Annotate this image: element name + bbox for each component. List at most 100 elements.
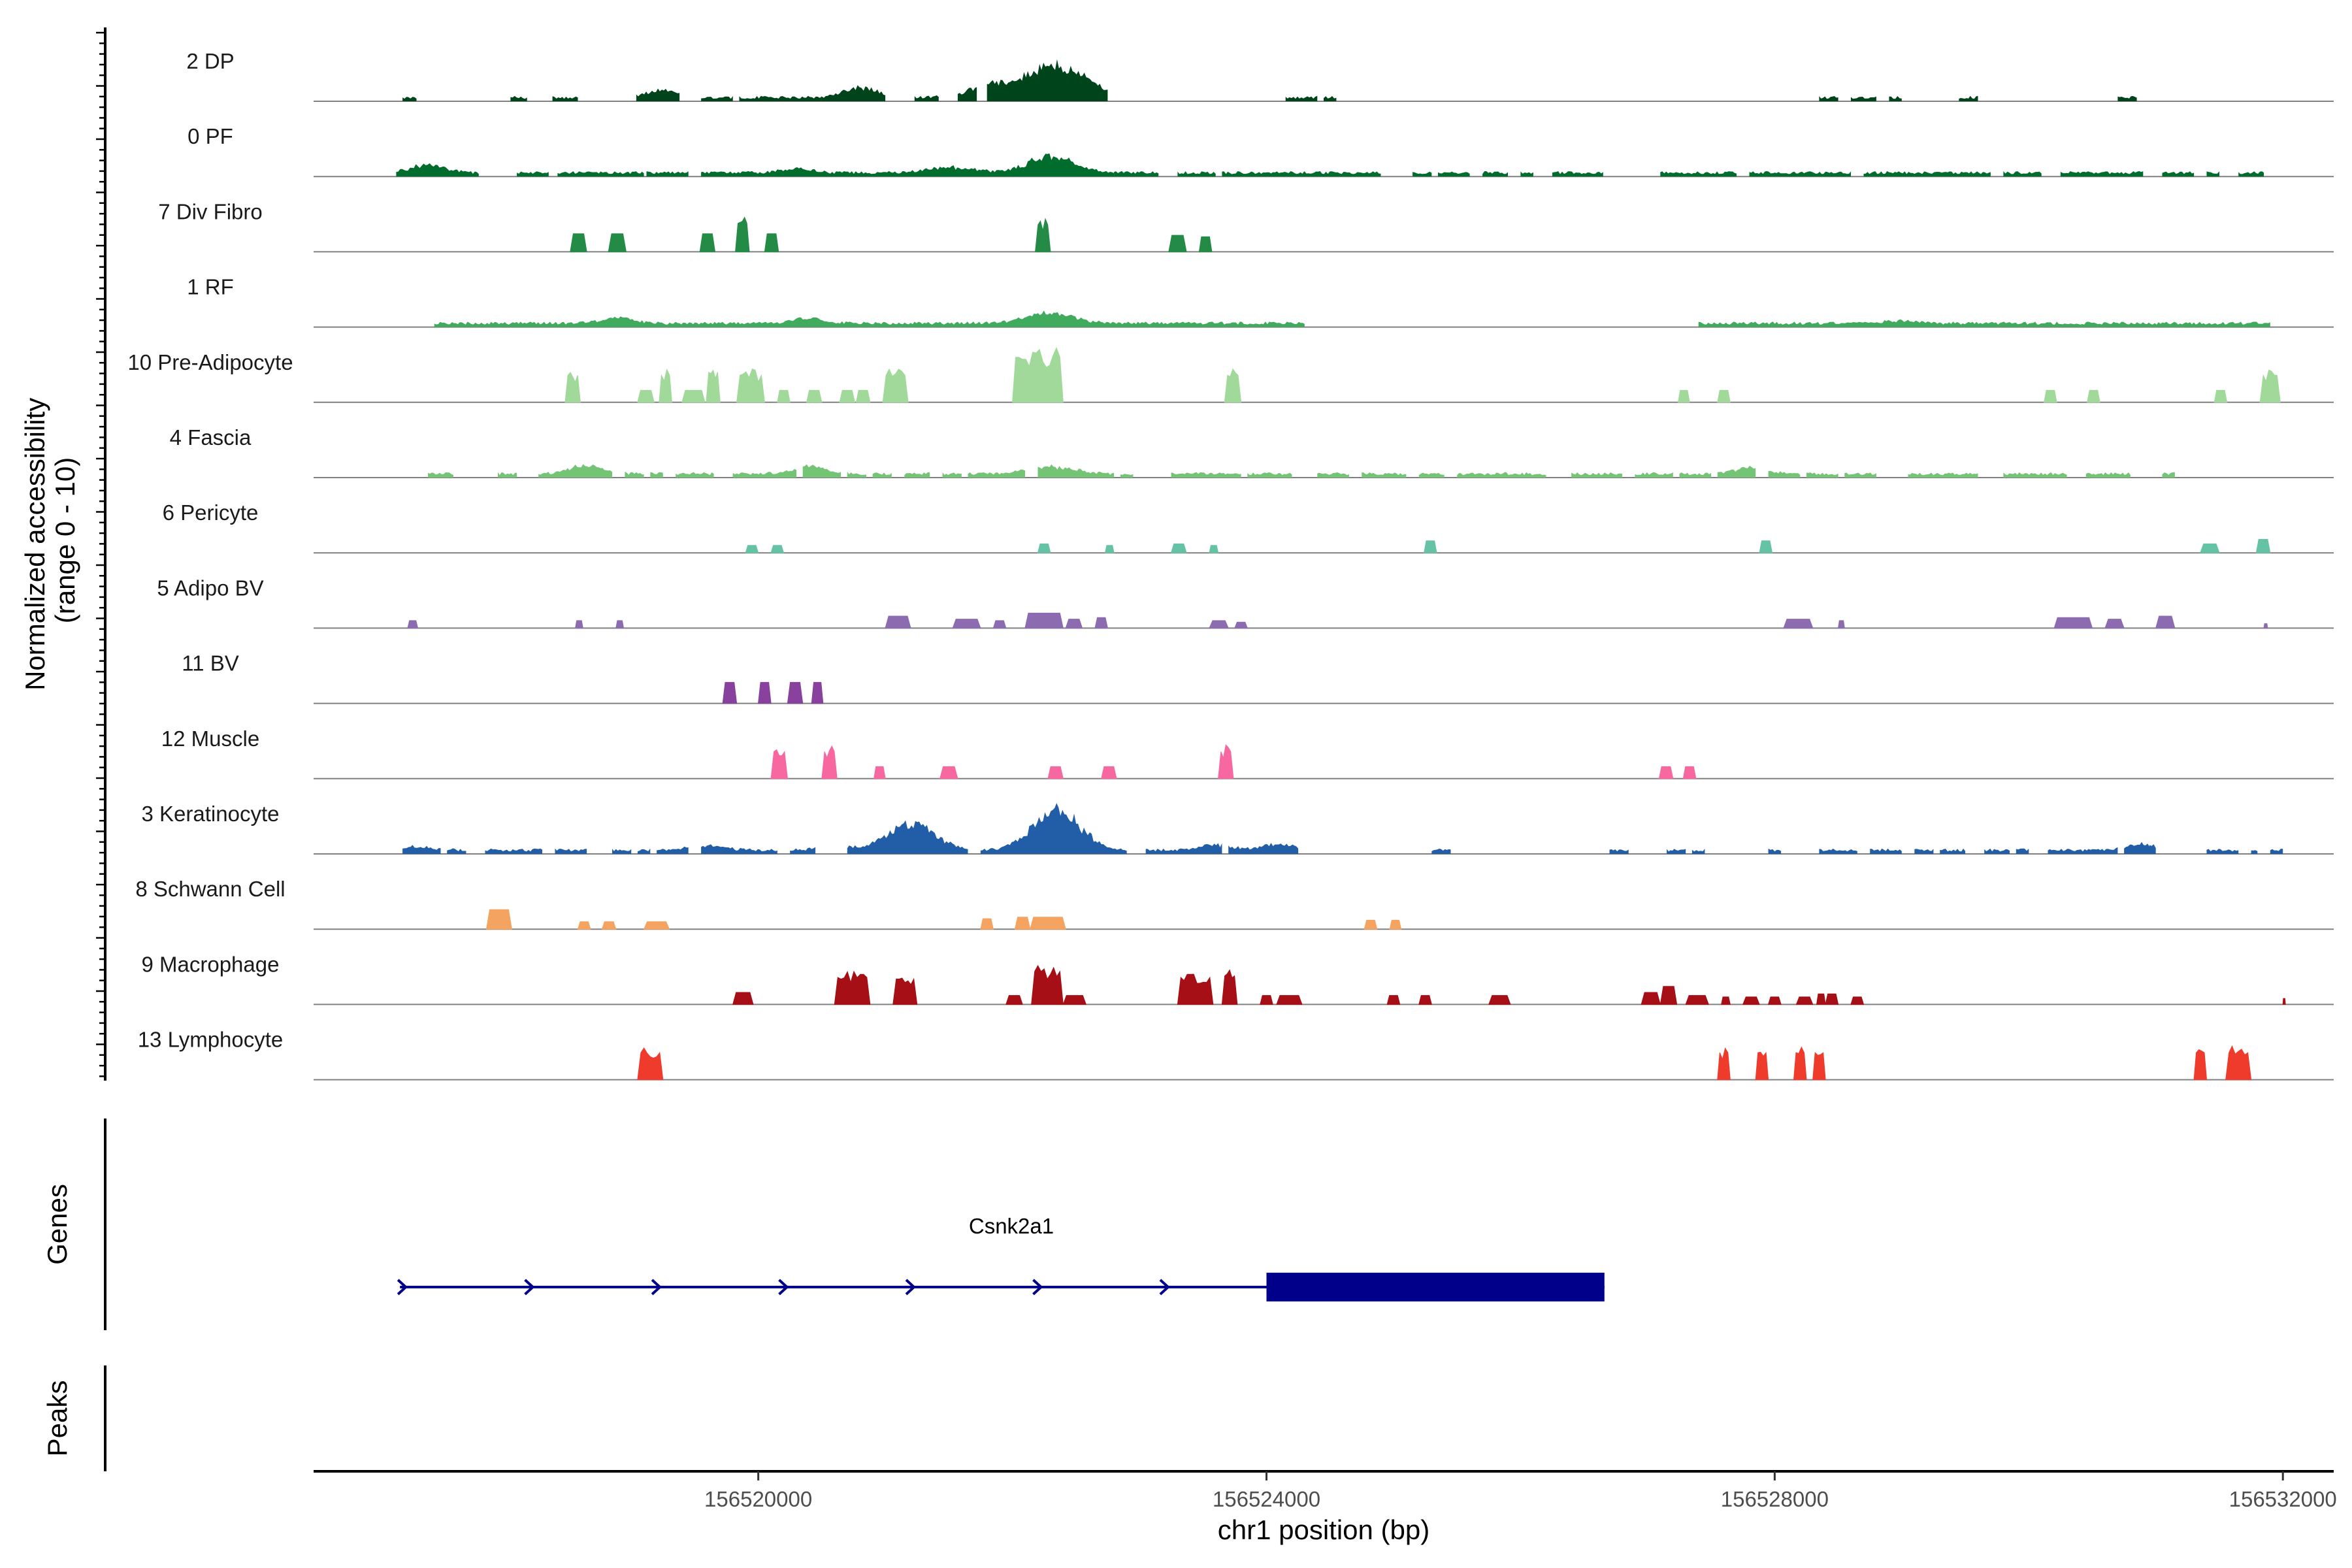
coverage-peak	[637, 389, 655, 403]
coverage-peak	[722, 681, 738, 704]
coverage-area	[732, 468, 796, 478]
coverage-peak	[980, 918, 994, 930]
coverage-peak	[601, 921, 617, 930]
coverage-peak	[770, 749, 788, 779]
coverage-area	[2251, 850, 2258, 854]
coverage-area	[1959, 95, 1978, 101]
coverage-peak	[1170, 543, 1187, 553]
coverage-peak	[1418, 995, 1432, 1005]
track-label: 13 Lymphocyte	[138, 1028, 284, 1052]
coverage-area	[2270, 849, 2283, 854]
coverage-peak	[1035, 218, 1051, 252]
strand-arrow-icon	[905, 1279, 916, 1296]
y-axis-title: Normalized accessibility (range 0 - 10)	[20, 390, 80, 691]
coverage-area	[1660, 171, 1737, 177]
track-13-lymphocyte: 13 Lymphocyte	[138, 1028, 2334, 1081]
coverage-peak	[577, 921, 591, 930]
coverage-area	[942, 472, 962, 478]
coverage-peak	[1030, 917, 1066, 930]
track-label: 8 Schwann Cell	[135, 877, 285, 901]
coverage-peak	[787, 681, 804, 704]
coverage-peak	[1224, 368, 1242, 403]
coverage-area	[612, 849, 632, 854]
coverage-area	[1679, 472, 1712, 478]
coverage-area	[847, 472, 866, 478]
coverage-peak	[764, 233, 779, 252]
coverage-area	[739, 95, 822, 101]
coverage-peak	[1678, 389, 1690, 403]
coverage-area	[987, 59, 1108, 101]
x-axis-tick-label: 156528000	[1721, 1487, 1829, 1511]
strand-arrow-icon	[1159, 1279, 1170, 1296]
coverage-peak	[1659, 986, 1678, 1005]
coverage-peak	[882, 368, 909, 403]
x-axis-tick-label: 156524000	[1213, 1487, 1320, 1511]
coverage-peak	[1682, 766, 1697, 779]
x-axis-tick-label: 156532000	[2229, 1487, 2337, 1511]
coverage-peak	[1721, 996, 1731, 1005]
coverage-area	[1851, 96, 1876, 101]
coverage-area	[1819, 848, 1857, 854]
coverage-area	[1120, 474, 1134, 478]
coverage-peak	[736, 368, 765, 403]
coverage-area	[396, 163, 479, 177]
track-label: 9 Macrophage	[142, 952, 280, 976]
coverage-area	[1145, 843, 1222, 854]
coverage-area	[1698, 319, 2270, 327]
coverage-area	[1317, 472, 1349, 478]
coverage-area	[2162, 472, 2175, 478]
coverage-area	[555, 848, 587, 854]
coverage-peak	[811, 681, 824, 704]
coverage-peak	[1024, 612, 1064, 629]
coverage-peak	[615, 620, 625, 629]
coverage-area	[968, 469, 1025, 478]
coverage-area	[625, 471, 644, 478]
coverage-area	[802, 464, 841, 478]
track-3-keratinocyte: 3 Keratinocyte	[142, 802, 2334, 855]
coverage-peak	[2225, 1045, 2252, 1081]
coverage-peak	[1234, 621, 1249, 629]
coverage-peak	[1209, 545, 1219, 553]
coverage-area	[1768, 848, 1782, 854]
y-axis-title-line2: (range 0 - 10)	[50, 457, 80, 623]
coverage-peak	[485, 909, 512, 930]
x-axis-tick-label: 156520000	[704, 1487, 812, 1511]
coverage-area	[2117, 96, 2137, 101]
coverage-peak	[1423, 540, 1437, 553]
gene-exon	[1266, 1273, 1605, 1301]
coverage-peak	[1838, 620, 1845, 629]
track-12-muscle: 12 Muscle	[161, 727, 2334, 779]
coverage-area	[657, 846, 689, 854]
strand-arrow-icon	[524, 1279, 535, 1296]
track-10-pre-adipocyte: 10 Pre-Adipocyte	[127, 347, 2334, 403]
coverage-peak	[2282, 998, 2286, 1005]
coverage-area	[2016, 848, 2029, 854]
coverage-area	[1222, 171, 1381, 177]
genes-panel-title: Genes	[42, 1184, 73, 1265]
track-2-dp: 2 DP	[186, 49, 2334, 102]
coverage-area	[1177, 171, 1216, 177]
strand-arrow-icon	[1032, 1279, 1043, 1296]
coverage-peak	[735, 216, 750, 252]
track-label: 1 RF	[187, 275, 234, 299]
coverage-peak	[643, 921, 670, 930]
coverage-peak	[1825, 993, 1839, 1005]
track-label: 2 DP	[186, 49, 234, 73]
coverage-area	[1438, 171, 1470, 177]
coverage-peak	[2155, 615, 2176, 629]
track-label: 12 Muscle	[161, 727, 259, 751]
coverage-area	[1984, 848, 2010, 854]
track-9-macrophage: 9 Macrophage	[142, 952, 2334, 1005]
coverage-area	[2238, 171, 2264, 177]
coverage-area	[957, 87, 977, 101]
coverage-area	[701, 95, 733, 101]
coverage-area	[2003, 472, 2067, 478]
gene-track: Csnk2a1	[397, 1214, 1605, 1301]
coverage-area	[1247, 472, 1292, 478]
coverage-peak	[1767, 996, 1782, 1005]
coverage-peak	[758, 681, 772, 704]
coverage-peak	[839, 389, 856, 403]
coverage-peak	[1209, 620, 1229, 629]
coverage-area	[1609, 849, 1629, 854]
